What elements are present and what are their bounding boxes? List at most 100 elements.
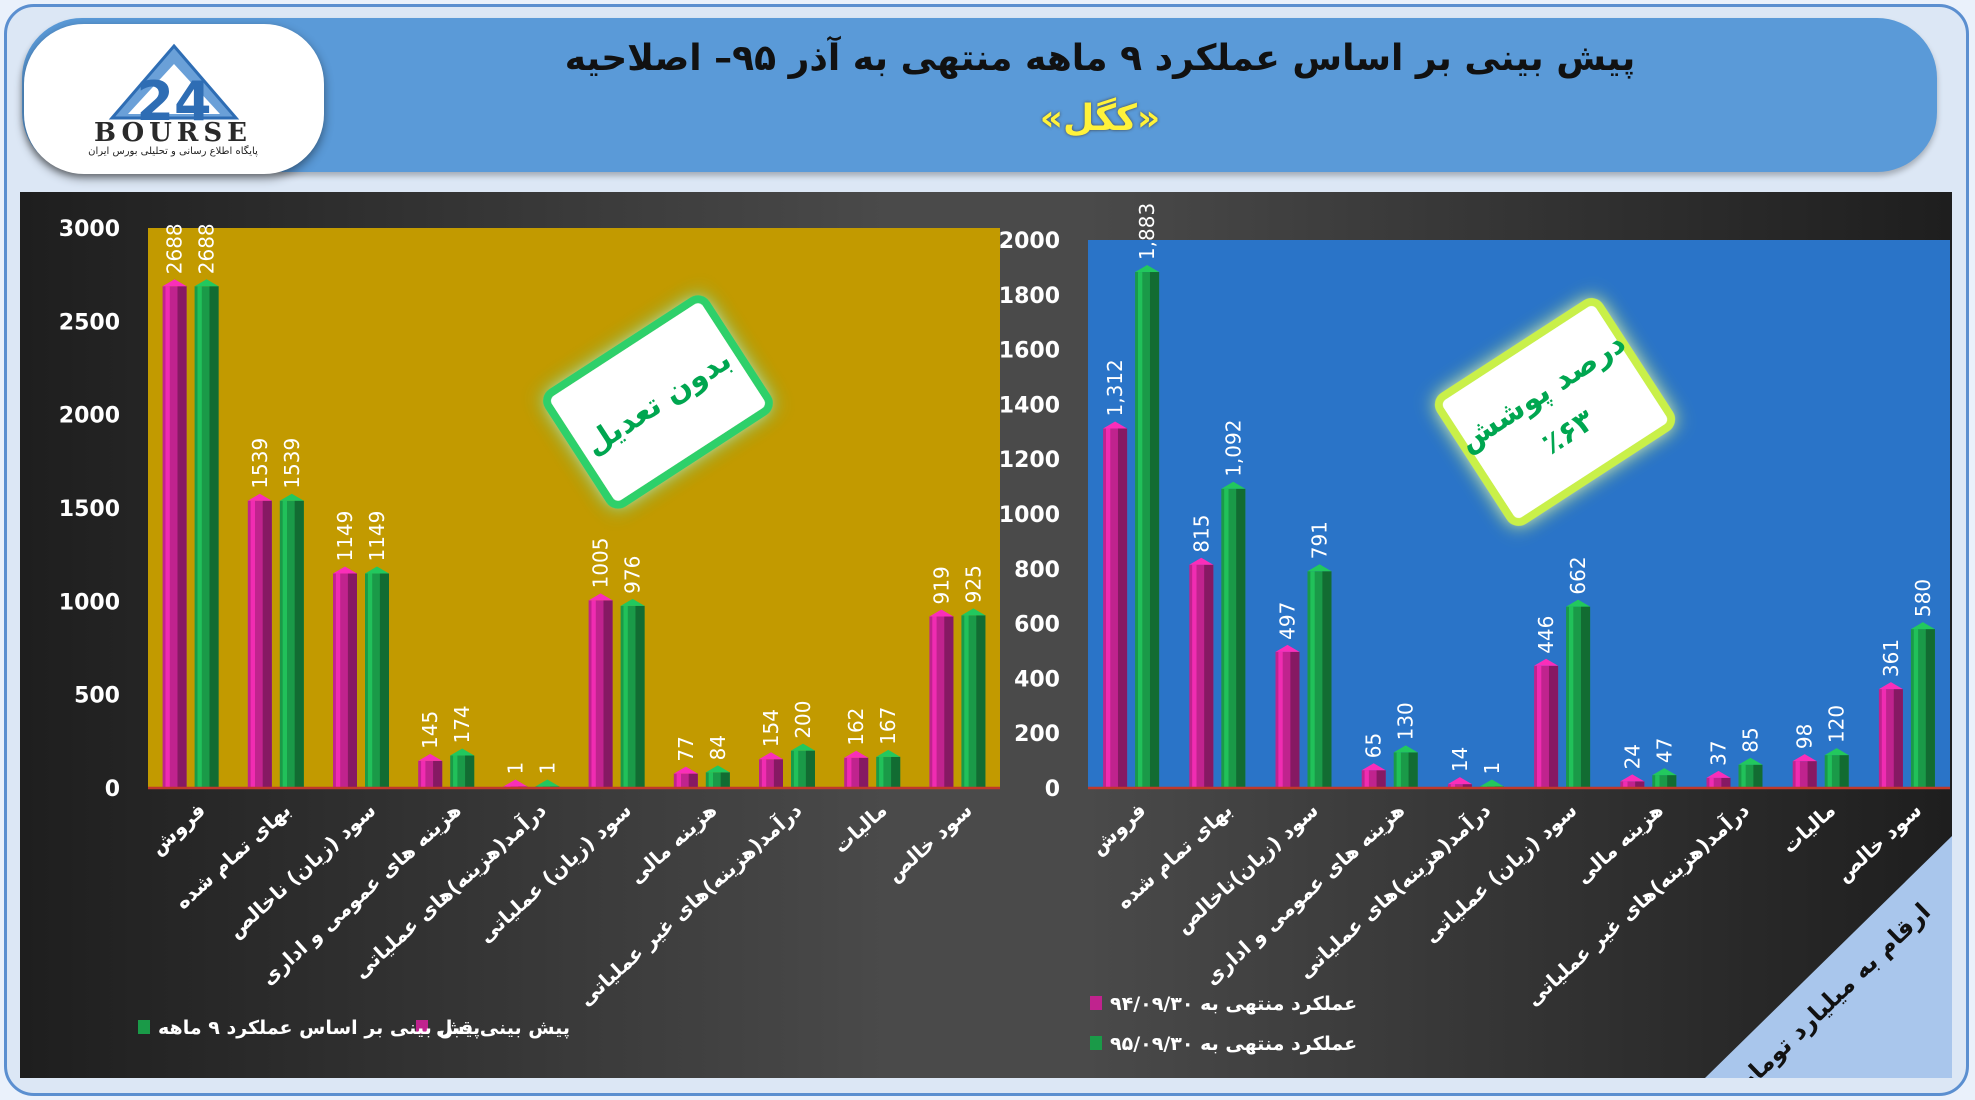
bar-shade	[1667, 775, 1677, 788]
bar-shade	[688, 773, 698, 788]
data-label: 1539	[280, 438, 304, 489]
y-tick-label: 1600	[999, 339, 1060, 364]
chart-1: 0 500 1000 1500 2000 2500 3000 2688 2688 فروش 1539…	[59, 217, 1000, 1039]
plot-area-1	[148, 228, 1000, 788]
data-label: 791	[1308, 521, 1332, 559]
bar-cap	[450, 748, 475, 756]
data-label: 47	[1652, 738, 1676, 763]
bar-highlight	[1881, 689, 1887, 788]
bar-cap	[1706, 770, 1731, 778]
bar-cap	[844, 750, 869, 758]
bar-shade	[1462, 784, 1472, 788]
bar-shade	[1408, 752, 1418, 788]
bar-cap	[791, 743, 815, 751]
bar-cap	[333, 566, 357, 574]
bar-cap	[1221, 481, 1246, 489]
y-tick-label: 1400	[999, 393, 1060, 418]
bar-highlight	[1364, 770, 1369, 788]
bar-cap	[1566, 599, 1591, 607]
category-label: سود خالص	[882, 798, 977, 887]
category-label: فروش	[145, 798, 210, 860]
bar-shade	[294, 500, 304, 788]
bar-shade	[1322, 571, 1332, 788]
bar-highlight	[197, 286, 202, 788]
data-label: 24	[1620, 744, 1644, 769]
badge-1: بدون تعدیل	[543, 295, 773, 509]
bar-shade	[1839, 755, 1849, 788]
bar-cap	[365, 566, 389, 574]
bar-cap	[1652, 768, 1677, 776]
category-label: سود خالص	[1831, 798, 1926, 887]
unit-note-triangle	[1705, 836, 1952, 1078]
data-label: 162	[844, 708, 868, 746]
data-label: 2688	[195, 223, 219, 274]
legend-label: عملکرد منتهی به ۹۵/۰۹/۳۰	[1110, 1033, 1357, 1055]
y-tick-label: 800	[1014, 558, 1060, 583]
category-label: سود (زیان) عملیاتی	[1419, 798, 1581, 948]
bar-shade	[433, 760, 443, 788]
data-label: 919	[929, 566, 953, 604]
bar-highlight	[1795, 761, 1800, 788]
bar-shade	[1893, 689, 1903, 788]
bar-cap	[876, 749, 901, 757]
bar-highlight	[1741, 764, 1746, 788]
y-tick-label: 1500	[59, 497, 120, 522]
y-tick-label: 500	[74, 684, 120, 709]
data-label: 167	[876, 707, 900, 745]
logo-emblem: 24	[108, 43, 240, 133]
bar-highlight	[1137, 272, 1143, 788]
y-tick-label: 400	[1014, 667, 1060, 692]
bar-highlight	[1568, 606, 1574, 788]
bar-shade	[603, 600, 613, 788]
unit-note-banner: ارقام به میلیارد تومان	[1705, 836, 1952, 1078]
bar-highlight	[708, 772, 713, 788]
bar-cap	[1361, 763, 1386, 771]
bar-shade	[1753, 764, 1763, 788]
bar-shade	[859, 757, 869, 788]
y-tick-label: 200	[1014, 722, 1060, 747]
data-label: 925	[961, 565, 985, 603]
bar-highlight	[932, 616, 937, 788]
bar-shade	[379, 573, 389, 788]
bar-highlight	[367, 573, 373, 788]
bar-cap	[961, 608, 986, 616]
bar-highlight	[847, 757, 852, 788]
bar-cap	[929, 609, 954, 617]
bar-cap	[705, 765, 730, 773]
category-label: سود (زیان) عملیاتی	[474, 798, 636, 948]
bar-shade	[1376, 770, 1386, 788]
bar-shade	[1635, 781, 1645, 788]
bar-cap	[535, 779, 560, 787]
bar-highlight	[165, 286, 170, 788]
bar-shade	[347, 573, 357, 788]
bar-shade	[944, 616, 954, 788]
category-label: مالیات	[829, 798, 892, 858]
bar-shade	[773, 759, 783, 788]
logo: 24	[24, 24, 324, 174]
bar-highlight	[879, 756, 884, 788]
bar-shade	[1204, 564, 1214, 788]
bar-highlight	[623, 605, 628, 788]
data-label: 497	[1276, 602, 1300, 640]
page-subtitle: «کگل»	[1039, 98, 1161, 139]
bar-shade	[1807, 761, 1817, 788]
bar-highlight	[1655, 775, 1660, 788]
bar-highlight	[282, 500, 287, 788]
bar-cap	[194, 279, 219, 287]
data-label: 1149	[365, 511, 389, 562]
bar-cap	[279, 493, 304, 501]
badge-box	[1434, 298, 1676, 526]
data-label: 815	[1189, 515, 1213, 553]
y-tick-label: 0	[1045, 777, 1060, 802]
bar-highlight	[1536, 665, 1542, 788]
y-tick-label: 1800	[999, 284, 1060, 309]
bar-shade	[465, 755, 475, 788]
bar-shade	[1117, 428, 1128, 788]
legend-label: پیش بینی قبل	[436, 1017, 570, 1039]
data-label: 1,883	[1135, 203, 1159, 260]
bar-highlight	[1310, 571, 1315, 788]
bar-shade	[1721, 777, 1731, 788]
legend-swatch	[1090, 1036, 1102, 1050]
bar-cap	[1275, 644, 1300, 652]
bar-cap	[673, 766, 698, 774]
